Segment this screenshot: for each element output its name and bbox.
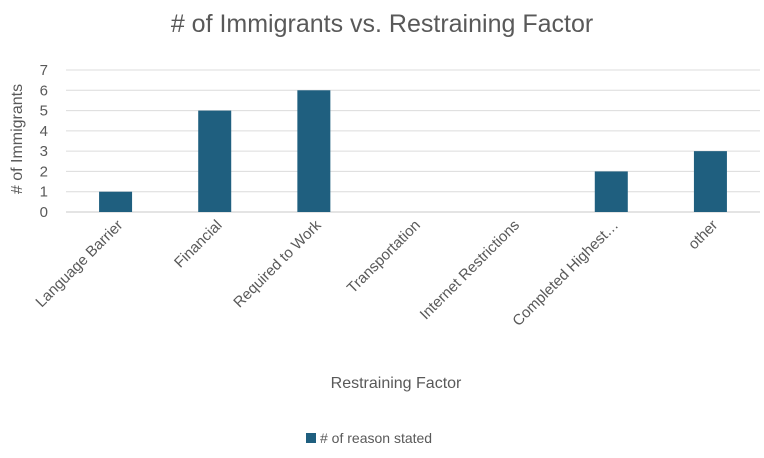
y-tick-label: 1 xyxy=(40,184,48,201)
bar-financial xyxy=(198,110,232,212)
bar-required-to-work xyxy=(297,90,331,212)
y-axis-tick-labels: 0 1 2 3 4 5 6 7 xyxy=(40,62,48,221)
x-tick-label: Financial xyxy=(171,217,225,271)
bar-language-barrier xyxy=(99,191,133,212)
x-tick-label: Required to Work xyxy=(230,216,325,311)
legend-swatch xyxy=(306,433,316,443)
gridlines xyxy=(66,69,760,213)
chart-title: # of Immigrants vs. Restraining Factor xyxy=(171,10,593,38)
bars xyxy=(99,90,727,212)
bar-other xyxy=(693,151,727,212)
x-axis-label: Restraining Factor xyxy=(331,375,462,392)
y-axis-label: # of Immigrants xyxy=(9,84,26,194)
bar-completed-highest xyxy=(594,171,628,212)
y-tick-label: 2 xyxy=(40,163,48,180)
x-tick-label: Transportation xyxy=(344,217,424,297)
x-tick-label: Internet Restrictions xyxy=(417,217,523,323)
y-tick-label: 3 xyxy=(40,143,48,160)
y-tick-label: 4 xyxy=(40,123,48,140)
y-tick-label: 0 xyxy=(40,204,48,221)
x-tick-label: Completed Highest… xyxy=(509,217,622,330)
y-tick-label: 7 xyxy=(40,62,48,79)
x-tick-label: other xyxy=(685,217,721,253)
legend-label: # of reason stated xyxy=(320,430,432,446)
x-tick-label: Language Barrier xyxy=(32,217,126,311)
legend: # of reason stated xyxy=(306,430,432,446)
x-axis-tick-labels: Language Barrier Financial Required to Wor… xyxy=(32,216,721,329)
y-tick-label: 6 xyxy=(40,82,48,99)
y-tick-label: 5 xyxy=(40,103,48,120)
